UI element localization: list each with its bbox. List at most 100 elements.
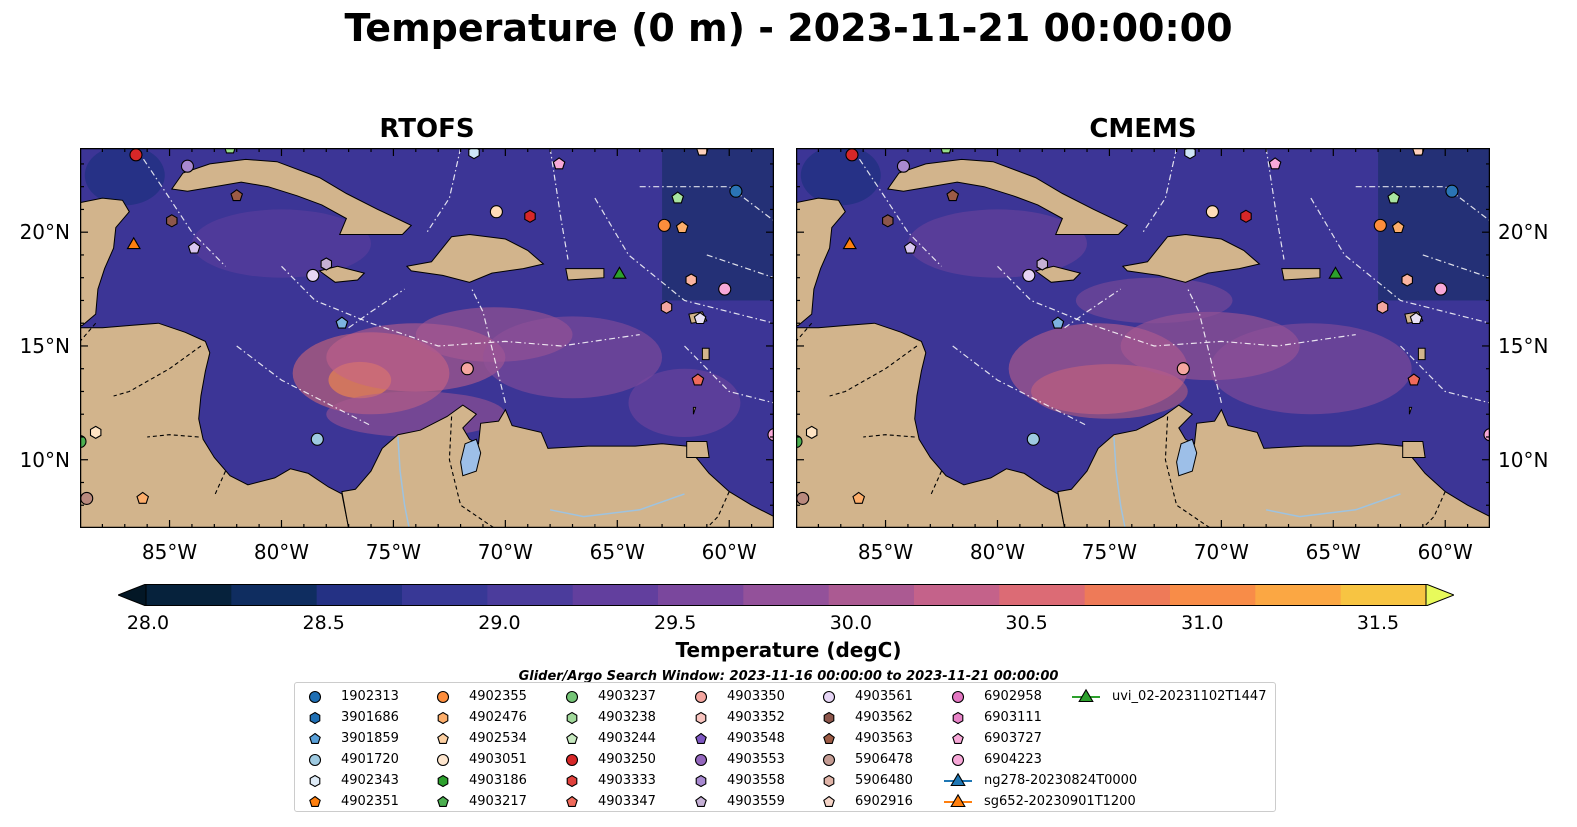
cmems-sst-contour-4 [907,209,1088,278]
legend-marker-icon [566,711,578,725]
rtofs-land-7 [686,441,710,458]
cmems-eez-boundary-9 [952,345,1088,427]
legend-label: 4903244 [598,731,656,746]
cmems-lake-maracaibo [1176,438,1198,477]
legend-symbol [823,711,835,725]
legend-marker-icon [951,753,965,767]
rtofs-platform-marker-25 [460,362,474,376]
colorbar-segment [1340,584,1427,606]
legend-label: 4903333 [598,773,656,788]
rtofs-platform-marker-29 [136,491,150,504]
cmems-sst-contour-1 [1031,364,1188,419]
lon-tick-label: 60°W [701,540,757,564]
legend-label: 4903548 [727,731,785,746]
cmems-land-10 [1408,406,1413,415]
colorbar-tick-label: 31.0 [1181,612,1224,634]
cmems-country-border-1 [1422,491,1446,529]
legend-marker-icon [823,795,835,807]
legend-label: 4903563 [855,731,913,746]
legend-label: 4903237 [598,689,656,704]
legend-symbol [437,732,449,744]
lon-tick-label: 60°W [1417,540,1473,564]
cmems-river-1 [1265,493,1401,518]
lat-tick-label: 10°N [1498,447,1549,472]
legend-marker-icon [566,732,578,744]
cmems-platform-marker-7 [1036,257,1049,271]
legend-label: 6903727 [984,731,1042,746]
legend-marker-icon [309,795,321,807]
rtofs-platform-marker-28 [80,491,94,505]
rtofs-temperature-map [73,141,781,529]
rtofs-platform-marker-13 [552,157,566,170]
colorbar-extend-high [1425,583,1456,607]
colorbar-tick-label: 29.5 [653,612,697,634]
legend-label: ng278-20230824T0000 [984,773,1138,788]
rtofs-eez-boundary-5 [594,197,775,324]
legend-label: 4903553 [727,752,785,767]
legend-marker-icon [695,774,707,788]
colorbar-segment [1084,584,1171,606]
legend-marker-icon [309,732,321,744]
legend-symbol [437,711,449,725]
rtofs-platform-marker-5 [126,236,141,250]
rtofs-platform-marker-12 [524,209,536,223]
cmems-eez-boundary-1 [997,265,1356,347]
cmems-eez-boundary-7 [1400,345,1491,404]
legend-marker-icon [695,732,707,744]
legend-symbol [951,690,965,704]
map-panel-cmems [789,141,1497,529]
cmems-platform-marker-26 [1026,432,1040,446]
cmems-eez-boundary-6 [1422,254,1491,279]
cmems-eez-boundary-8 [1187,288,1222,404]
colorbar-tick-label: 30.0 [829,612,872,634]
cmems-land-6 [1057,404,1491,529]
legend-marker-icon [566,795,578,807]
rtofs-platform-marker-27 [89,425,102,440]
cmems-platform-marker-23 [1409,312,1423,325]
colorbar-tick-label: 29.0 [478,612,521,634]
cmems-country-border-0 [1164,416,1211,529]
rtofs-eez-boundary-7 [684,345,775,404]
panel-title-rtofs: RTOFS [379,114,475,144]
legend-symbol [695,732,707,744]
cmems-temperature-map [789,141,1497,529]
legend-triangle [1078,688,1094,703]
lon-tick-label: 80°W [253,540,310,564]
rtofs-river-0 [397,436,410,529]
legend-marker-icon [695,711,707,725]
rtofs-platform-marker-24 [691,373,705,386]
rtofs-platform-marker-26 [310,432,324,446]
legend-marker-icon [952,711,964,725]
legend-marker-icon [823,711,835,725]
cmems-land-4 [795,197,846,326]
legend-label: 1902313 [341,689,399,704]
lon-tick-label: 75°W [365,540,422,564]
legend-symbol [565,690,579,704]
legend-symbol [436,753,450,767]
colorbar-tick-label: 31.5 [1356,612,1400,634]
legend-symbol [694,690,708,704]
colorbar-segment [402,584,488,606]
legend-triangle [950,772,966,787]
rtofs-eez-boundary-6 [706,254,775,279]
cmems-land-5 [795,322,1066,529]
rtofs-country-border-4 [213,470,227,497]
colorbar-segment [743,584,830,606]
cmems-eez-boundary-2 [1142,147,1178,233]
rtofs-sst-contour-5 [482,316,663,399]
legend-symbol [694,753,708,767]
legend-symbol [822,690,836,704]
rtofs-eez-boundary-1 [281,265,640,347]
cmems-platform-marker-13 [1268,157,1282,170]
colorbar-tick-label: 28.0 [126,612,170,634]
rtofs-platform-marker-6 [187,241,201,254]
legend-symbol [952,711,964,725]
legend-symbol [695,711,707,725]
cmems-platform-marker-29 [852,491,866,504]
legend-marker-icon [822,690,836,704]
rtofs-platform-marker-21 [718,282,732,296]
legend-marker-icon [309,711,321,725]
rtofs-land-6 [341,404,775,529]
cmems-land-7 [1402,441,1426,458]
legend-symbol [566,774,578,788]
